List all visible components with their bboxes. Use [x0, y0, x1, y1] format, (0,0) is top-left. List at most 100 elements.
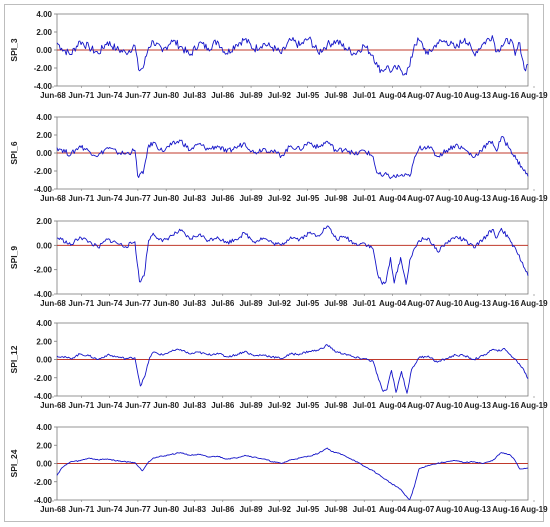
x-tick-label: Jul-95 [296, 91, 320, 100]
x-tick-label: Aug-04 [379, 91, 407, 100]
y-tick-label: 0.00 [36, 460, 52, 469]
x-tick-label: Jul-98 [324, 505, 348, 514]
x-tick-label: Jul-83 [183, 91, 207, 100]
x-tick-label: Jul-95 [296, 505, 320, 514]
x-tick-label: Jun-68 [40, 194, 66, 203]
x-tick-label: Jul-98 [324, 299, 348, 308]
x-tick-label: Aug-19 [520, 505, 548, 514]
series-line-spi-24 [56, 447, 529, 500]
x-tick-label: Jul-98 [324, 401, 348, 410]
x-tick-label: Jul-01 [353, 299, 377, 308]
x-tick-label: Jul-01 [353, 505, 377, 514]
x-tick-label: Aug-19 [520, 299, 548, 308]
x-tick-label: Jun-74 [97, 505, 123, 514]
x-tick-label: Jul-01 [353, 91, 377, 100]
y-tick-label: -2.00 [34, 167, 53, 176]
x-tick-label: Jul-83 [183, 401, 207, 410]
series-line-spi-6 [56, 136, 529, 180]
x-tick-label: Jul-01 [353, 194, 377, 203]
x-tick-label: Aug-19 [520, 194, 548, 203]
x-tick-label: Aug-10 [436, 401, 464, 410]
x-tick-label: Jul-92 [268, 505, 292, 514]
x-tick-label: Aug-13 [464, 401, 492, 410]
x-tick-label: Jun-77 [125, 91, 151, 100]
x-tick-label: Jun-80 [153, 505, 179, 514]
y-tick-label: -2.00 [34, 478, 53, 487]
x-tick-label: Jun-71 [68, 194, 94, 203]
series-line-spi-3 [56, 35, 529, 76]
y-tick-label: 2.00 [36, 337, 52, 346]
x-tick-label: Aug-07 [407, 505, 435, 514]
x-tick-label: Aug-19 [520, 91, 548, 100]
y-tick-label: 4.00 [36, 423, 52, 432]
y-tick-label: -4.00 [34, 290, 53, 299]
x-tick-label: Aug-04 [379, 194, 407, 203]
x-tick-label: Jul-95 [296, 299, 320, 308]
x-tick-label: Jul-92 [268, 91, 292, 100]
x-tick-label: Jul-01 [353, 401, 377, 410]
x-tick-label: Aug-10 [436, 194, 464, 203]
x-tick-label: Jul-98 [324, 91, 348, 100]
x-tick-label: Jun-77 [125, 194, 151, 203]
x-tick-label: Jun-68 [40, 299, 66, 308]
y-tick-label: -2.00 [34, 374, 53, 383]
y-axis-label: SPI_6 [9, 141, 19, 164]
x-tick-label: Jun-77 [125, 505, 151, 514]
y-tick-label: 2.00 [36, 217, 52, 226]
y-tick-label: -4.00 [34, 82, 53, 91]
y-tick-label: -4.00 [34, 392, 53, 401]
y-axis-label: SPI_24 [9, 449, 19, 477]
x-tick-label: Aug-04 [379, 505, 407, 514]
x-tick-label: Aug-13 [464, 299, 492, 308]
x-tick-label: Jun-74 [97, 401, 123, 410]
y-tick-label: 2.00 [36, 28, 52, 37]
x-tick-label: Jul-95 [296, 194, 320, 203]
x-tick-label: Aug-19 [520, 401, 548, 410]
x-tick-label: Aug-07 [407, 299, 435, 308]
x-tick-label: Jun-77 [125, 401, 151, 410]
x-tick-label: Aug-16 [492, 194, 520, 203]
x-tick-label: Jun-71 [68, 505, 94, 514]
y-tick-label: -4.00 [34, 185, 53, 194]
x-tick-label: Aug-13 [464, 91, 492, 100]
x-tick-label: Jul-86 [211, 505, 235, 514]
x-tick-label: Jun-80 [153, 194, 179, 203]
x-tick-label: Jun-74 [97, 194, 123, 203]
x-tick-label: Jul-86 [211, 401, 235, 410]
y-axis-label: SPI_12 [9, 345, 19, 373]
x-tick-label: Jul-89 [239, 505, 263, 514]
x-tick-label: Aug-07 [407, 194, 435, 203]
y-tick-label: -2.00 [34, 266, 53, 275]
x-tick-label: Jun-74 [97, 91, 123, 100]
y-tick-label: 0.00 [36, 241, 52, 250]
x-tick-label: Jul-95 [296, 401, 320, 410]
x-tick-label: Jul-83 [183, 299, 207, 308]
x-tick-label: Aug-13 [464, 194, 492, 203]
x-tick-label: Jul-98 [324, 194, 348, 203]
y-axis-label: SPI_9 [9, 246, 19, 269]
y-tick-label: 4.00 [36, 10, 52, 19]
x-tick-label: Aug-16 [492, 505, 520, 514]
plot-area [56, 220, 529, 295]
x-tick-label: Jul-86 [211, 299, 235, 308]
x-tick-label: Jul-86 [211, 91, 235, 100]
x-tick-label: Aug-10 [436, 91, 464, 100]
x-tick-label: Jul-83 [183, 505, 207, 514]
x-tick-label: Jun-68 [40, 91, 66, 100]
x-tick-label: Jun-80 [153, 91, 179, 100]
x-tick-label: Aug-16 [492, 401, 520, 410]
x-tick-label: Jul-92 [268, 401, 292, 410]
x-tick-label: Jun-71 [68, 91, 94, 100]
x-tick-label: Aug-07 [407, 91, 435, 100]
x-tick-label: Jun-74 [97, 299, 123, 308]
x-tick-label: Aug-07 [407, 401, 435, 410]
x-tick-label: Jun-77 [125, 299, 151, 308]
x-tick-label: Aug-04 [379, 299, 407, 308]
y-axis-label: SPI_3 [9, 38, 19, 61]
x-tick-label: Jun-71 [68, 299, 94, 308]
x-tick-label: Jul-86 [211, 194, 235, 203]
